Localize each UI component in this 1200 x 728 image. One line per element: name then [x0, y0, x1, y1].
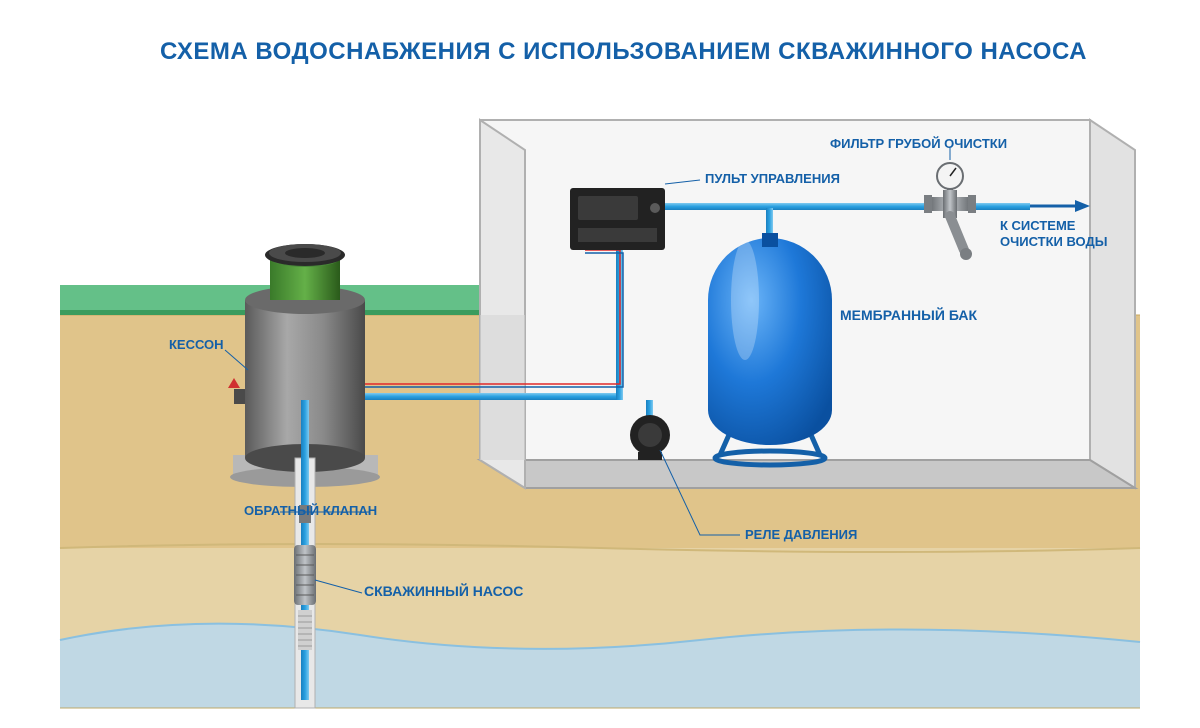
label-caisson: КЕССОН [169, 337, 224, 352]
label-check-valve: ОБРАТНЫЙ КЛАПАН [244, 503, 377, 518]
label-well-pump: СКВАЖИННЫЙ НАСОС [364, 583, 523, 599]
diagram-svg [0, 0, 1200, 728]
label-to-system-1: К СИСТЕМЕ [1000, 218, 1075, 233]
label-to-system-2: ОЧИСТКИ ВОДЫ [1000, 234, 1107, 249]
label-coarse-filter: ФИЛЬТР ГРУБОЙ ОЧИСТКИ [830, 136, 1007, 151]
label-pressure-relay: РЕЛЕ ДАВЛЕНИЯ [745, 527, 857, 542]
control-panel [570, 188, 665, 250]
membrane-tank [708, 233, 832, 465]
label-membrane-tank: МЕМБРАННЫЙ БАК [840, 307, 977, 323]
label-control-panel: ПУЛЬТ УПРАВЛЕНИЯ [705, 171, 840, 186]
